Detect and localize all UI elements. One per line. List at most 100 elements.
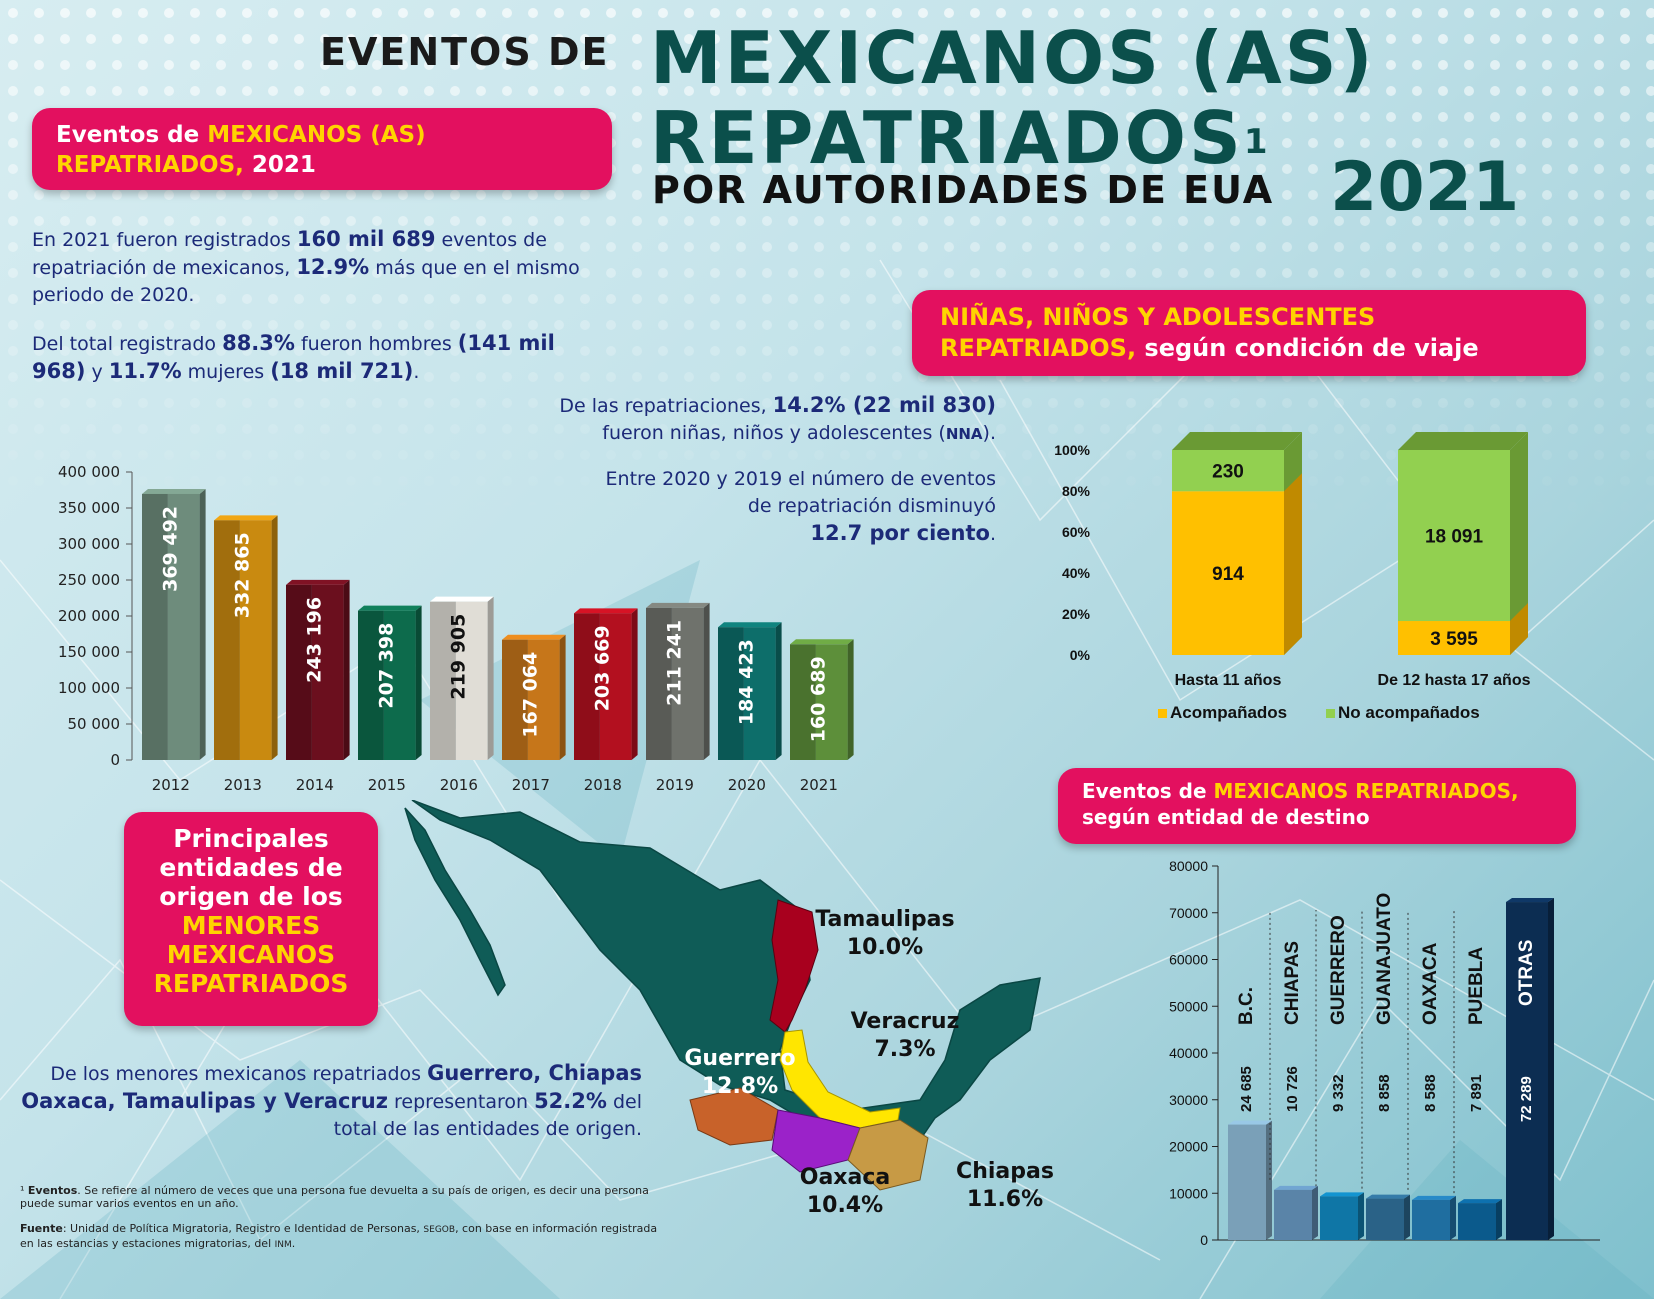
bar-top [1412, 1195, 1456, 1200]
banner-prefix: Eventos de [56, 122, 208, 148]
label-guerrero: Guerrero 12.8% [684, 1046, 796, 1099]
nna-banner-rest: según condición de viaje [1136, 334, 1479, 362]
bar-face [671, 607, 704, 760]
bar-top [1366, 1194, 1410, 1199]
value-label: 24 685 [1238, 1066, 1255, 1112]
guerrero-region [689, 1087, 779, 1146]
y-tick-label: 40% [1062, 565, 1091, 581]
y-tick-label: 20000 [1169, 1139, 1208, 1155]
y-tick-label: 250 000 [58, 571, 120, 589]
bar-value-label: 369 492 [159, 506, 181, 592]
bar-top [646, 602, 710, 608]
bar-top [1172, 432, 1302, 450]
bar-value-label: 211 241 [663, 620, 685, 706]
value-label: 72 289 [1518, 1076, 1535, 1122]
bar-side [1312, 1185, 1318, 1240]
y-tick-label: 150 000 [58, 643, 120, 661]
x-tick-label: 2018 [584, 776, 622, 794]
bar-OTRAS [1506, 902, 1548, 1240]
nna-banner-highlight-2: REPATRIADOS, [940, 334, 1137, 362]
bar-side [415, 605, 422, 760]
label-oaxaca: Oaxaca 10.4% [799, 1165, 891, 1218]
bar-top [430, 596, 494, 602]
title-repatriados-text: REPATRIADOS [650, 96, 1244, 180]
intro-paragraph-1: En 2021 fueron registrados 160 mil 689 e… [32, 227, 580, 306]
value-label-accompanied: 3 595 [1430, 629, 1478, 650]
bar-side-accompanied [1284, 473, 1302, 655]
tamaulipas-region [769, 899, 819, 1033]
y-tick-label: 350 000 [58, 499, 120, 517]
bar-top [502, 634, 566, 640]
legend-label-unaccompanied: No acompañados [1338, 703, 1480, 722]
bar-top [142, 488, 206, 494]
bar-unaccompanied-0 [1172, 450, 1284, 492]
bar-face [527, 639, 560, 760]
label-veracruz: Veracruz 7.3% [850, 1009, 960, 1062]
y-tick-label: 0% [1070, 647, 1091, 663]
nna-paragraph: De las repatriaciones, 14.2% (22 mil 830… [559, 393, 996, 545]
bar-accompanied-0 [1172, 491, 1284, 655]
legend-swatch-unaccompanied [1326, 709, 1335, 718]
category-label: Hasta 11 años [1175, 672, 1282, 689]
nna-travel-condition-chart: 0% 20% 40% 60% 80% 100% 914 230 Hasta 11 años 3 5… [1054, 432, 1531, 722]
nna-banner: NIÑAS, NIÑOS Y ADOLESCENTES REPATRIADOS,… [912, 290, 1586, 376]
bar-2016 [430, 601, 456, 760]
x-tick-label: 2014 [296, 776, 334, 794]
footnote-marker: 1 [1243, 122, 1271, 162]
category-label: GUANAJUATO [1374, 893, 1395, 1025]
title-main: MEXICANOS (AS) REPATRIADOS1 [650, 18, 1375, 178]
bar-face [815, 644, 848, 760]
bar-2013 [214, 520, 240, 760]
bar-top [790, 639, 854, 645]
banner-highlight-2: REPATRIADOS, [56, 152, 244, 178]
bar-OAXACA [1412, 1199, 1450, 1240]
banner-highlight-1: MEXICANOS (AS) [207, 122, 426, 148]
destination-banner-prefix: Eventos de [1082, 779, 1214, 803]
bar-top [718, 622, 782, 628]
y-tick-label: 30000 [1169, 1092, 1208, 1108]
mexico-mainland [404, 800, 1041, 1151]
bar-value-label: 243 196 [303, 597, 325, 683]
bar-top [1320, 1192, 1364, 1197]
bar-unaccompanied-1 [1398, 450, 1510, 622]
bar-2018 [574, 613, 600, 760]
y-tick-label: 80% [1062, 483, 1091, 499]
y-tick-label: 10000 [1169, 1185, 1208, 1201]
bar-face [455, 601, 488, 760]
bar-PUEBLA [1458, 1203, 1496, 1240]
bar-top [1458, 1199, 1502, 1204]
bar-side [1496, 1199, 1502, 1240]
y-tick-label: 300 000 [58, 535, 120, 553]
y-tick-label: 80000 [1169, 858, 1208, 874]
bar-value-label: 207 398 [375, 623, 397, 709]
bar-side [559, 634, 566, 760]
bar-top [1506, 898, 1554, 903]
bar-face [239, 520, 272, 760]
bar-side [1266, 1120, 1272, 1240]
x-tick-label: 2016 [440, 776, 478, 794]
bar-side [199, 488, 206, 760]
bar-top [574, 608, 638, 614]
bar-face [599, 613, 632, 760]
bar-top [1274, 1185, 1318, 1190]
x-tick-label: 2021 [800, 776, 838, 794]
intro-paragraph-2: Del total registrado 88.3% fueron hombre… [32, 331, 555, 383]
bar-2020 [718, 627, 744, 760]
nna-banner-highlight: NIÑAS, NIÑOS Y ADOLESCENTES [940, 303, 1376, 331]
legend-label-accompanied: Acompañados [1170, 703, 1287, 722]
bar-side [1358, 1192, 1364, 1240]
bar-side [1404, 1194, 1410, 1240]
category-label: GUERRERO [1328, 915, 1349, 1025]
x-tick-label: 2017 [512, 776, 550, 794]
category-label: De 12 hasta 17 años [1378, 672, 1531, 689]
bar-face [743, 627, 776, 760]
bar-2017 [502, 639, 528, 760]
footnote-source: Fuente: Unidad de Política Migratoria, R… [20, 1222, 658, 1250]
menores-paragraph: De los menores mexicanos repatriados Gue… [21, 1061, 642, 1140]
value-label: 10 726 [1284, 1066, 1301, 1112]
title-mexicanos: MEXICANOS (AS) [650, 16, 1376, 100]
x-tick-label: 2015 [368, 776, 406, 794]
title-line3: POR AUTORIDADES DE EUA [652, 168, 1275, 212]
value-label-accompanied: 914 [1212, 564, 1244, 585]
x-tick-label: 2012 [152, 776, 190, 794]
